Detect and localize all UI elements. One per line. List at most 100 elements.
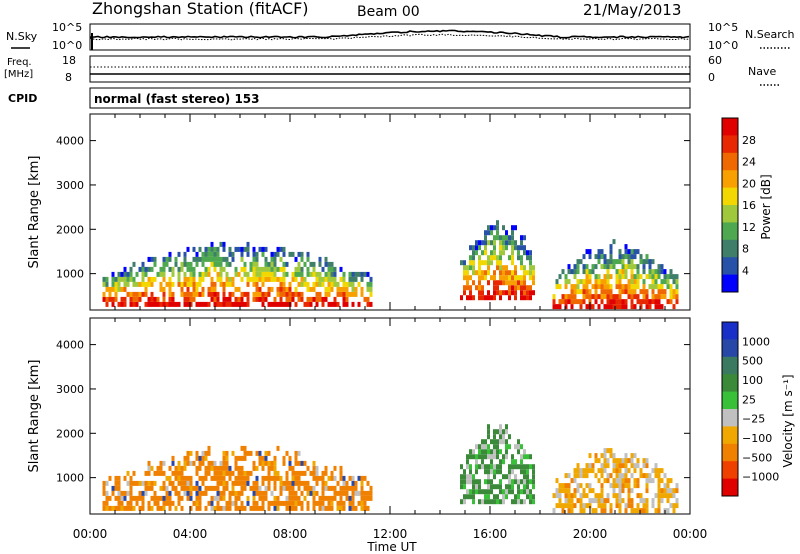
range-cell: [612, 468, 616, 474]
range-cell: [675, 299, 679, 305]
range-cell: [511, 260, 514, 266]
range-cell: [573, 488, 577, 494]
range-cell: [603, 304, 607, 310]
range-cell: [342, 480, 346, 486]
range-cell: [216, 251, 220, 257]
range-cell: [606, 463, 610, 469]
range-cell: [475, 459, 478, 465]
range-cell: [511, 489, 514, 495]
colorbar-swatch: [722, 391, 738, 410]
range-cell: [192, 281, 196, 287]
range-cell: [111, 296, 115, 302]
range-cell: [339, 495, 343, 501]
range-cell: [597, 259, 601, 265]
range-cell: [561, 269, 565, 275]
range-cell: [529, 499, 532, 505]
range-cell: [663, 279, 667, 285]
range-cell: [207, 450, 211, 456]
colorbar-swatch: [722, 222, 738, 241]
range-cell: [484, 454, 487, 460]
range-cell: [216, 495, 220, 501]
range-cell: [261, 480, 265, 486]
range-cell: [466, 265, 469, 271]
range-cell: [642, 508, 646, 514]
range-cell: [159, 281, 163, 287]
range-cell: [576, 264, 580, 270]
range-cell: [132, 276, 136, 282]
range-cell: [520, 285, 523, 291]
range-cell: [517, 255, 520, 261]
range-cell: [621, 478, 625, 484]
range-cell: [484, 260, 487, 266]
range-cell: [630, 304, 634, 310]
range-cell: [252, 291, 256, 297]
range-cell: [490, 439, 493, 445]
range-cell: [351, 291, 355, 297]
range-cell: [600, 284, 604, 290]
range-cell: [285, 485, 289, 491]
colorbar-swatch: [722, 205, 738, 223]
range-cell: [228, 500, 232, 506]
range-cell: [198, 490, 202, 496]
range-cell: [621, 289, 625, 295]
range-cell: [630, 249, 634, 255]
range-cell: [472, 280, 475, 286]
range-cell: [621, 254, 625, 260]
range-cell: [348, 276, 352, 282]
range-cell: [606, 264, 610, 270]
range-cell: [138, 291, 142, 297]
range-cell: [264, 276, 268, 282]
range-cell: [123, 276, 127, 282]
range-cell: [570, 269, 574, 275]
range-cell: [225, 296, 229, 302]
range-cell: [660, 304, 664, 310]
range-cell: [627, 458, 631, 464]
range-cell: [186, 475, 190, 481]
range-cell: [496, 469, 499, 475]
range-cell: [633, 264, 637, 270]
range-cell: [529, 464, 532, 470]
range-cell: [588, 483, 592, 489]
range-cell: [117, 301, 121, 307]
range-cell: [636, 269, 640, 275]
range-cell: [330, 286, 334, 292]
range-cell: [237, 490, 241, 496]
range-cell: [529, 265, 532, 271]
range-cell: [204, 455, 208, 461]
range-cell: [120, 271, 124, 277]
range-cell: [213, 291, 217, 297]
range-cell: [636, 249, 640, 255]
range-cell: [624, 264, 628, 270]
range-cell: [303, 460, 307, 466]
range-cell: [207, 460, 211, 466]
range-cell: [630, 259, 634, 265]
range-cell: [481, 449, 484, 455]
range-cell: [327, 261, 331, 267]
range-cell: [624, 274, 628, 280]
range-cell: [132, 470, 136, 476]
range-cell: [150, 266, 154, 272]
range-cell: [210, 485, 214, 491]
range-cell: [225, 276, 229, 282]
range-cell: [123, 475, 127, 481]
range-cell: [366, 505, 370, 511]
range-cell: [594, 284, 598, 290]
range-cell: [493, 454, 496, 460]
range-cell: [198, 301, 202, 307]
range-cell: [600, 249, 604, 255]
range-cell: [255, 505, 259, 511]
range-cell: [508, 295, 511, 301]
range-cell: [252, 465, 256, 471]
range-cell: [279, 246, 283, 252]
range-cell: [657, 488, 661, 494]
range-cell: [294, 495, 298, 501]
range-cell: [195, 251, 199, 257]
range-cell: [663, 269, 667, 275]
range-cell: [336, 281, 340, 287]
range-cell: [487, 489, 490, 495]
range-cell: [249, 450, 253, 456]
range-cell: [579, 304, 583, 310]
range-cell: [273, 266, 277, 272]
range-cell: [243, 455, 247, 461]
range-cell: [177, 490, 181, 496]
